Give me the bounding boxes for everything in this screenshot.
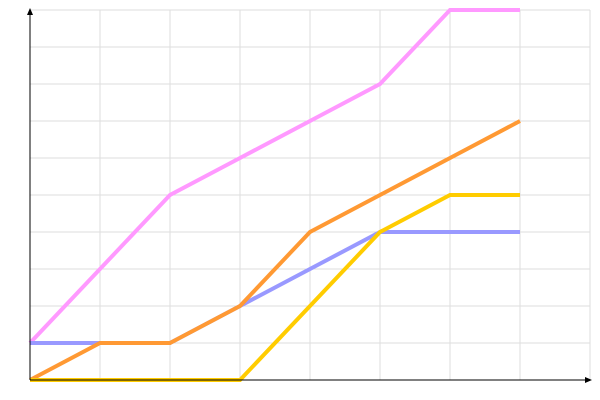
axes [27,8,592,383]
series-line [28,8,520,345]
y-axis-arrow [27,8,33,15]
series-line [29,119,521,382]
x-axis-arrow [585,377,592,383]
series-line [30,230,520,345]
